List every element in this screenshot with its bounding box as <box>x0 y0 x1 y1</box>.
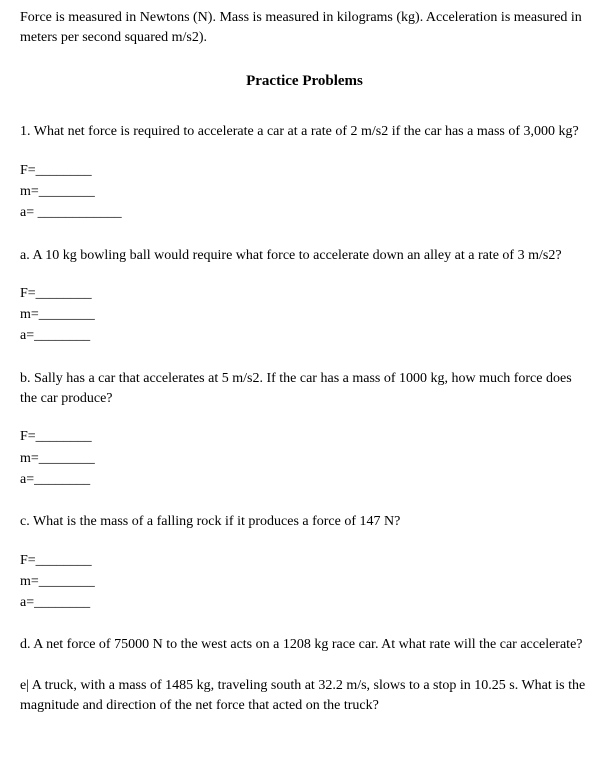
blank-force: F=________ <box>20 284 589 304</box>
problem-text: d. A net force of 75000 N to the west ac… <box>20 635 589 655</box>
answer-blanks: F=________ m=________ a=________ <box>20 427 589 490</box>
problem-text: a. A 10 kg bowling ball would require wh… <box>20 246 589 266</box>
problem-text: c. What is the mass of a falling rock if… <box>20 512 589 532</box>
worksheet-page: Force is measured in Newtons (N). Mass i… <box>0 0 609 756</box>
blank-force: F=________ <box>20 161 589 181</box>
problem-c: c. What is the mass of a falling rock if… <box>20 512 589 613</box>
blank-force: F=________ <box>20 427 589 447</box>
blank-acceleration: a= ____________ <box>20 203 589 223</box>
problem-b: b. Sally has a car that accelerates at 5… <box>20 369 589 490</box>
blank-acceleration: a=________ <box>20 593 589 613</box>
intro-paragraph: Force is measured in Newtons (N). Mass i… <box>20 8 589 49</box>
section-title: Practice Problems <box>20 71 589 93</box>
answer-blanks: F=________ m=________ a= ____________ <box>20 161 589 224</box>
problem-e: e| A truck, with a mass of 1485 kg, trav… <box>20 676 589 717</box>
answer-blanks: F=________ m=________ a=________ <box>20 551 589 614</box>
blank-mass: m=________ <box>20 572 589 592</box>
problem-1: 1. What net force is required to acceler… <box>20 122 589 223</box>
blank-mass: m=________ <box>20 305 589 325</box>
problem-text: e| A truck, with a mass of 1485 kg, trav… <box>20 676 589 717</box>
blank-mass: m=________ <box>20 449 589 469</box>
blank-force: F=________ <box>20 551 589 571</box>
answer-blanks: F=________ m=________ a=________ <box>20 284 589 347</box>
problem-a: a. A 10 kg bowling ball would require wh… <box>20 246 589 347</box>
blank-acceleration: a=________ <box>20 326 589 346</box>
problem-d: d. A net force of 75000 N to the west ac… <box>20 635 589 655</box>
problem-text: 1. What net force is required to acceler… <box>20 122 589 142</box>
problem-text: b. Sally has a car that accelerates at 5… <box>20 369 589 410</box>
blank-mass: m=________ <box>20 182 589 202</box>
blank-acceleration: a=________ <box>20 470 589 490</box>
